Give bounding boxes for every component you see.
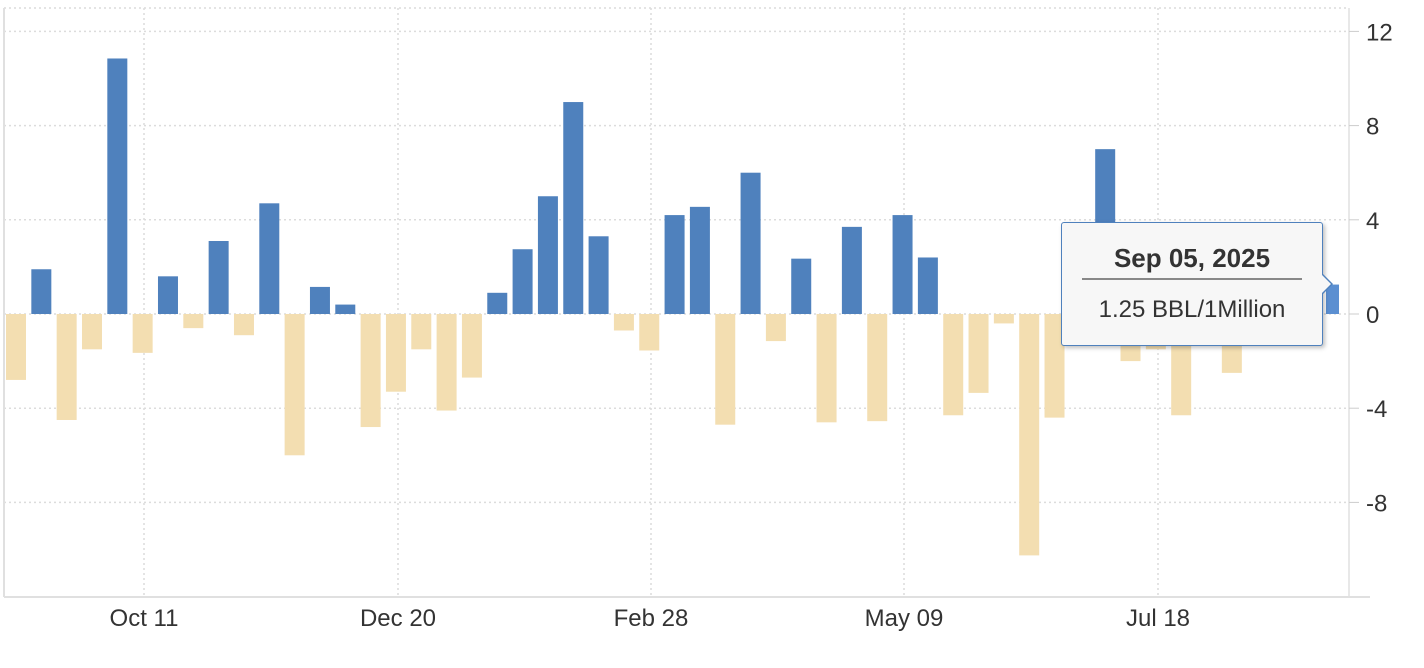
tooltip-date: Sep 05, 2025 — [1113, 243, 1271, 273]
bar[interactable] — [537, 196, 558, 314]
tooltip-value: 1.25 BBL/1Million — [1098, 296, 1286, 323]
bar[interactable] — [715, 314, 736, 425]
tooltip-divider — [1082, 278, 1302, 280]
bar[interactable] — [385, 314, 406, 392]
bar[interactable] — [765, 314, 786, 342]
bar[interactable] — [917, 257, 938, 314]
data-tooltip: Sep 05, 2025 1.25 BBL/1Million — [1061, 222, 1333, 346]
bar[interactable] — [892, 215, 913, 314]
y-tick-label: 12 — [1366, 19, 1393, 46]
x-axis: Oct 11 Dec 20 Feb 28 May 09 Jul 18 — [110, 605, 1190, 632]
y-tick-label: 8 — [1366, 114, 1379, 141]
bar[interactable] — [943, 314, 964, 416]
bar[interactable] — [157, 276, 178, 314]
tooltip-pointer-fill — [1322, 275, 1331, 293]
x-tick-label: Jul 18 — [1126, 605, 1190, 632]
bar[interactable] — [56, 314, 77, 420]
bar[interactable] — [411, 314, 432, 350]
y-tick-label: 0 — [1366, 302, 1379, 329]
bar[interactable] — [284, 314, 305, 456]
bar[interactable] — [791, 258, 812, 314]
bar[interactable] — [436, 314, 457, 411]
bar[interactable] — [867, 314, 888, 422]
bar[interactable] — [664, 215, 685, 314]
x-tick-label: Dec 20 — [360, 605, 436, 632]
bar[interactable] — [487, 292, 508, 314]
bar[interactable] — [6, 314, 26, 380]
bar[interactable] — [259, 203, 280, 314]
bar[interactable] — [563, 102, 584, 314]
bar[interactable] — [81, 314, 102, 350]
x-tick-label: Oct 11 — [110, 605, 179, 632]
bar[interactable] — [31, 269, 52, 314]
bar[interactable] — [233, 314, 254, 336]
bar[interactable] — [588, 236, 609, 314]
bar[interactable] — [1019, 314, 1040, 556]
y-axis: 12 8 4 0 -4 -8 — [1349, 19, 1393, 517]
bar[interactable] — [968, 314, 989, 393]
bar[interactable] — [639, 314, 660, 351]
y-tick-label: -4 — [1366, 396, 1387, 423]
bar[interactable] — [816, 314, 837, 423]
bar[interactable] — [512, 249, 533, 314]
bar[interactable] — [335, 304, 356, 314]
bar[interactable] — [689, 206, 710, 314]
bar[interactable] — [132, 314, 153, 353]
bar[interactable] — [208, 240, 229, 314]
y-tick-label: -8 — [1366, 490, 1387, 517]
bar[interactable] — [613, 314, 634, 331]
bar[interactable] — [107, 58, 128, 314]
bar[interactable] — [740, 172, 761, 314]
bar[interactable] — [993, 314, 1014, 324]
y-tick-label: 4 — [1366, 208, 1379, 235]
bar[interactable] — [1044, 314, 1065, 418]
x-tick-label: May 09 — [865, 605, 944, 632]
bar[interactable] — [183, 314, 204, 329]
bar[interactable] — [841, 226, 862, 314]
bar[interactable] — [309, 286, 330, 314]
x-tick-label: Feb 28 — [614, 605, 689, 632]
bar[interactable] — [360, 314, 381, 428]
bar[interactable] — [461, 314, 482, 378]
